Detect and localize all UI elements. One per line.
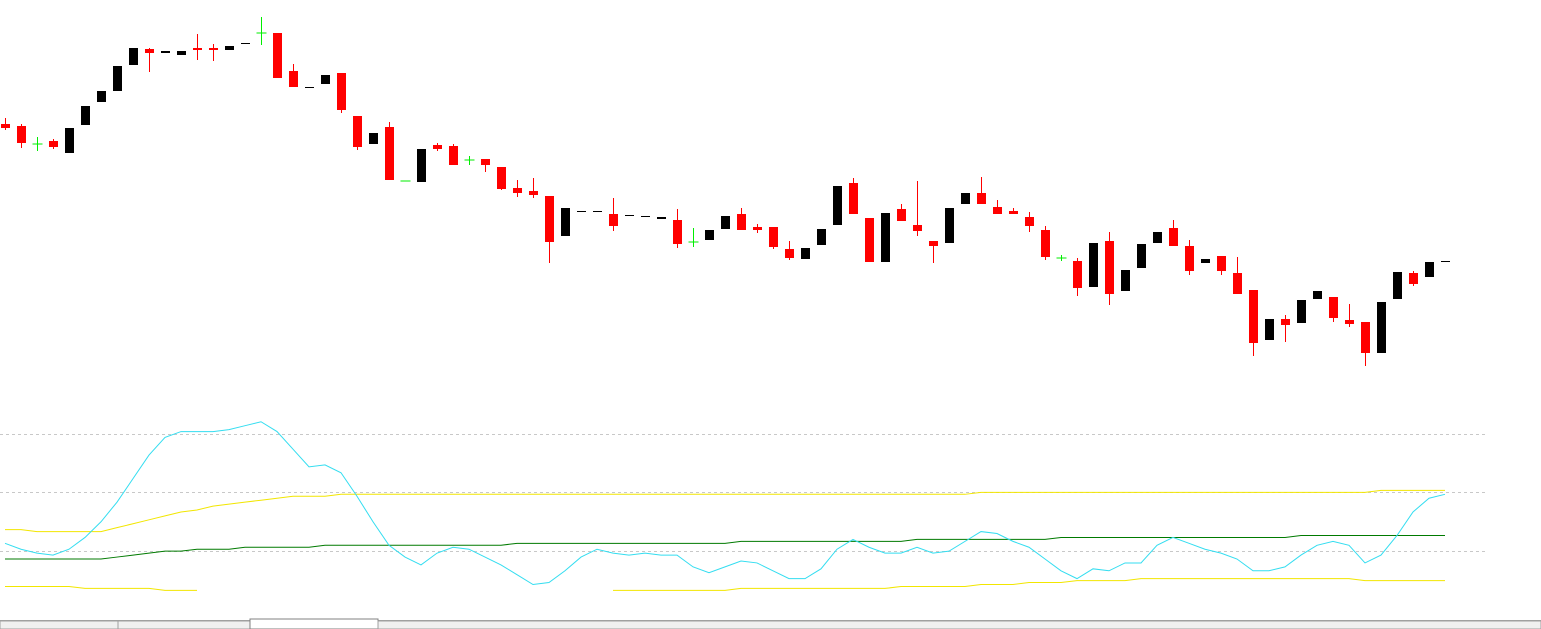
- candle-body: [817, 229, 826, 245]
- candle-body: [241, 43, 250, 44]
- candle-body: [1073, 261, 1082, 288]
- candle-body: [849, 183, 858, 214]
- candle-body: [657, 217, 666, 219]
- indicator-line: [4, 421, 1446, 586]
- tab[interactable]: [0, 620, 119, 629]
- candle-body: [833, 186, 842, 225]
- candle-body: [145, 49, 154, 53]
- candle-body: [1361, 322, 1370, 353]
- candle-body: [529, 191, 538, 195]
- candle-body: [993, 207, 1002, 214]
- candle-body: [1137, 244, 1146, 268]
- candle-body: [545, 196, 554, 242]
- candle-body: [209, 48, 218, 50]
- candle-body: [1185, 246, 1194, 271]
- candle-body: [753, 227, 762, 230]
- candle-body: [1201, 259, 1210, 263]
- candle-body: [1025, 217, 1034, 226]
- candle-body: [801, 248, 810, 259]
- candle-body: [81, 106, 90, 125]
- candle-body: [1121, 270, 1130, 291]
- indicator-line: [5, 534, 1445, 560]
- candle-body: [161, 51, 170, 53]
- candle-body: [785, 249, 794, 258]
- candle-body: [17, 126, 26, 143]
- candle-body: [1345, 320, 1354, 324]
- candle-body: [1265, 319, 1274, 340]
- candle-body: [513, 188, 522, 193]
- indicator-line: [5, 578, 1445, 591]
- tab-strip: [377, 620, 1541, 629]
- candle-body: [417, 149, 426, 182]
- candle-body: [225, 46, 234, 50]
- candle-body: [1153, 232, 1162, 243]
- candle-body: [1281, 319, 1290, 325]
- candle-body: [721, 216, 730, 229]
- candle-body: [1217, 256, 1226, 271]
- candle-body: [1329, 297, 1338, 318]
- candle-body: [369, 133, 378, 144]
- candle-body: [49, 141, 58, 147]
- candle-body: [385, 127, 394, 180]
- candle-body: [65, 128, 74, 153]
- candle-body: [865, 218, 874, 262]
- candle-body: [1105, 241, 1114, 294]
- candle-body: [945, 208, 954, 243]
- candle-body: [177, 51, 186, 55]
- indicator-line: [5, 489, 1445, 533]
- candle-body: [929, 241, 938, 246]
- tab-bar: [0, 618, 1541, 629]
- candle-body: [433, 145, 442, 149]
- candle-body: [625, 215, 634, 216]
- candle-body: [1249, 290, 1258, 343]
- candle-body: [497, 167, 506, 189]
- candle-body: [561, 208, 570, 236]
- candle-body: [1297, 300, 1306, 323]
- candle-body: [1089, 243, 1098, 287]
- candle-body: [1425, 262, 1434, 277]
- candle-body: [897, 209, 906, 221]
- candle-body: [193, 48, 202, 50]
- tab-active[interactable]: [249, 618, 379, 629]
- candle-body: [977, 193, 986, 204]
- candle-body: [1441, 261, 1450, 262]
- candle-body: [1409, 273, 1418, 284]
- tab[interactable]: [117, 620, 251, 629]
- candle-body: [481, 159, 490, 165]
- candle-body: [577, 211, 586, 212]
- candle-body: [1009, 211, 1018, 214]
- candle-body: [289, 71, 298, 87]
- candle-body: [113, 66, 122, 91]
- candle-body: [353, 116, 362, 147]
- candle-body: [737, 214, 746, 230]
- candle-body: [97, 91, 106, 102]
- candle-body: [769, 227, 778, 247]
- candle-body: [321, 75, 330, 84]
- candle-body: [961, 193, 970, 204]
- candle-body: [1313, 291, 1322, 299]
- candle-body: [1041, 230, 1050, 257]
- candle-body: [705, 230, 714, 240]
- candle-body: [1393, 272, 1402, 299]
- candle-body: [273, 33, 282, 78]
- candle-body: [609, 214, 618, 226]
- candle-body: [1233, 273, 1242, 294]
- candle-body: [673, 220, 682, 244]
- candle-body: [1377, 302, 1386, 353]
- candle-body: [1, 124, 10, 128]
- candle-body: [129, 48, 138, 65]
- candle-body: [593, 211, 602, 212]
- candle-body: [913, 225, 922, 231]
- candle-body: [305, 87, 314, 88]
- candle-body: [337, 73, 346, 110]
- candle-body: [449, 146, 458, 165]
- candle-body: [641, 216, 650, 217]
- candle-body: [1169, 228, 1178, 246]
- candle-body: [881, 213, 890, 262]
